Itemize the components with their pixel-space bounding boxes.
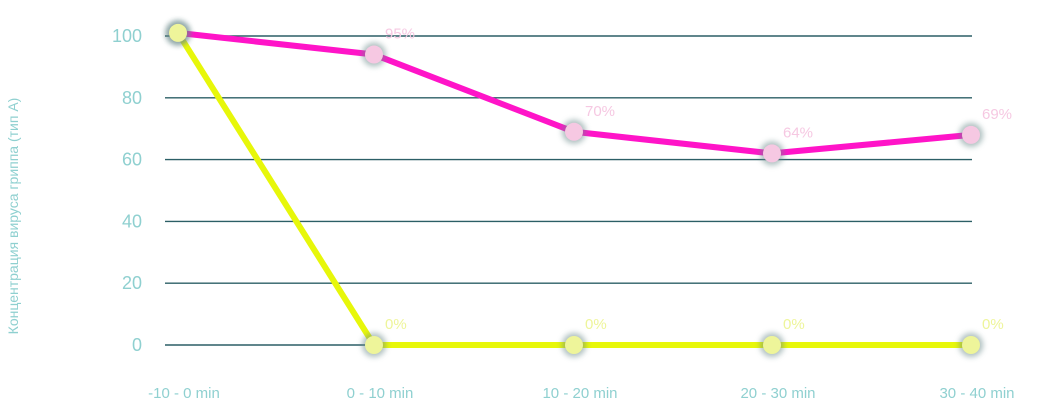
data-point-yellow bbox=[365, 336, 383, 354]
data-label-yellow: 0% bbox=[783, 316, 805, 333]
data-point-magenta bbox=[763, 144, 781, 163]
data-point-yellow bbox=[962, 336, 980, 354]
x-tick-label: 0 - 10 min bbox=[347, 385, 414, 402]
y-tick-label: 80 bbox=[122, 88, 142, 108]
x-tick-label: 10 - 20 min bbox=[542, 385, 617, 402]
y-axis-ticks: 0 20 40 60 80 100 bbox=[112, 26, 142, 355]
y-tick-label: 40 bbox=[122, 211, 142, 231]
series-markers bbox=[166, 20, 983, 357]
data-label-yellow: 0% bbox=[982, 316, 1004, 333]
y-tick-label: 20 bbox=[122, 273, 142, 293]
data-label-magenta: 70% bbox=[585, 103, 615, 120]
y-tick-label: 0 bbox=[132, 335, 142, 355]
data-point-yellow bbox=[763, 336, 781, 354]
data-point-yellow bbox=[169, 23, 187, 42]
y-tick-label: 100 bbox=[112, 26, 142, 46]
x-tick-label: 30 - 40 min bbox=[939, 385, 1014, 402]
y-axis-label: Концентрация вируса гриппа (тип А) bbox=[5, 98, 21, 335]
data-label-magenta: 64% bbox=[783, 124, 813, 141]
data-label-yellow: 0% bbox=[585, 316, 607, 333]
series-lines bbox=[175, 29, 974, 348]
data-label-yellow: 0% bbox=[385, 316, 407, 333]
data-label-magenta: 69% bbox=[982, 106, 1012, 123]
data-point-magenta bbox=[962, 125, 980, 144]
gridlines bbox=[165, 35, 972, 346]
y-tick-label: 60 bbox=[122, 150, 142, 170]
series-line-yellow bbox=[175, 29, 974, 348]
data-point-magenta bbox=[565, 122, 583, 141]
x-axis-ticks: -10 - 0 min 0 - 10 min 10 - 20 min 20 - 30 … bbox=[148, 385, 1014, 402]
x-tick-label: -10 - 0 min bbox=[148, 385, 220, 402]
data-label-magenta: 95% bbox=[385, 26, 415, 43]
x-tick-label: 20 - 30 min bbox=[740, 385, 815, 402]
data-point-yellow bbox=[565, 336, 583, 354]
data-point-magenta bbox=[365, 45, 383, 64]
data-labels: 95% 70% 64% 69% 0% 0% 0% 0% bbox=[385, 26, 1012, 333]
